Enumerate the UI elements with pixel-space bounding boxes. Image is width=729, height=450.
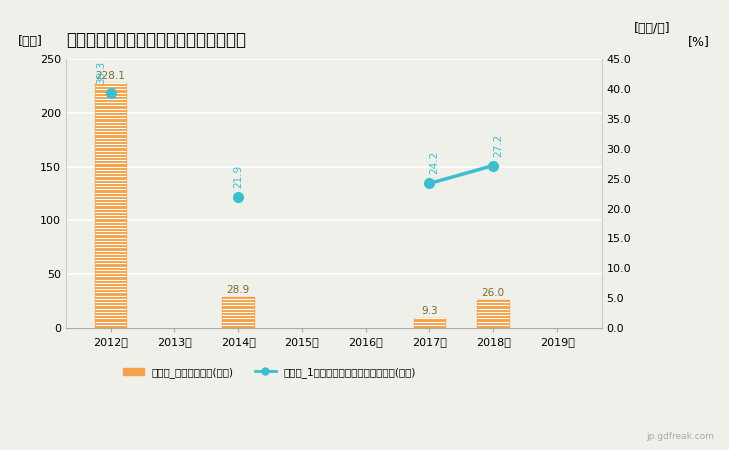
Text: 28.9: 28.9 (227, 285, 250, 295)
Text: 24.2: 24.2 (429, 151, 440, 175)
Text: 27.2: 27.2 (494, 133, 504, 157)
Text: 39.3: 39.3 (96, 61, 106, 84)
Text: 26.0: 26.0 (482, 288, 505, 298)
Bar (477, 300, 510, 328)
Bar (222, 297, 254, 328)
Text: 9.3: 9.3 (421, 306, 438, 316)
Text: 228.1: 228.1 (95, 71, 125, 81)
Text: 21.9: 21.9 (233, 165, 243, 188)
Bar (95, 83, 126, 328)
Text: 産業用建築物の工事費予定額合計の推移: 産業用建築物の工事費予定額合計の推移 (66, 32, 246, 50)
Text: [億円]: [億円] (17, 36, 42, 49)
Bar (413, 318, 445, 328)
Text: [%]: [%] (687, 36, 709, 49)
Legend: 産業用_工事費予定額(左軸), 産業用_1平米当たり平均工事費予定額(右軸): 産業用_工事費予定額(左軸), 産業用_1平米当たり平均工事費予定額(右軸) (119, 363, 421, 382)
Text: [万円/㎡]: [万円/㎡] (634, 22, 671, 35)
Text: jp.gdfreak.com: jp.gdfreak.com (647, 432, 714, 441)
